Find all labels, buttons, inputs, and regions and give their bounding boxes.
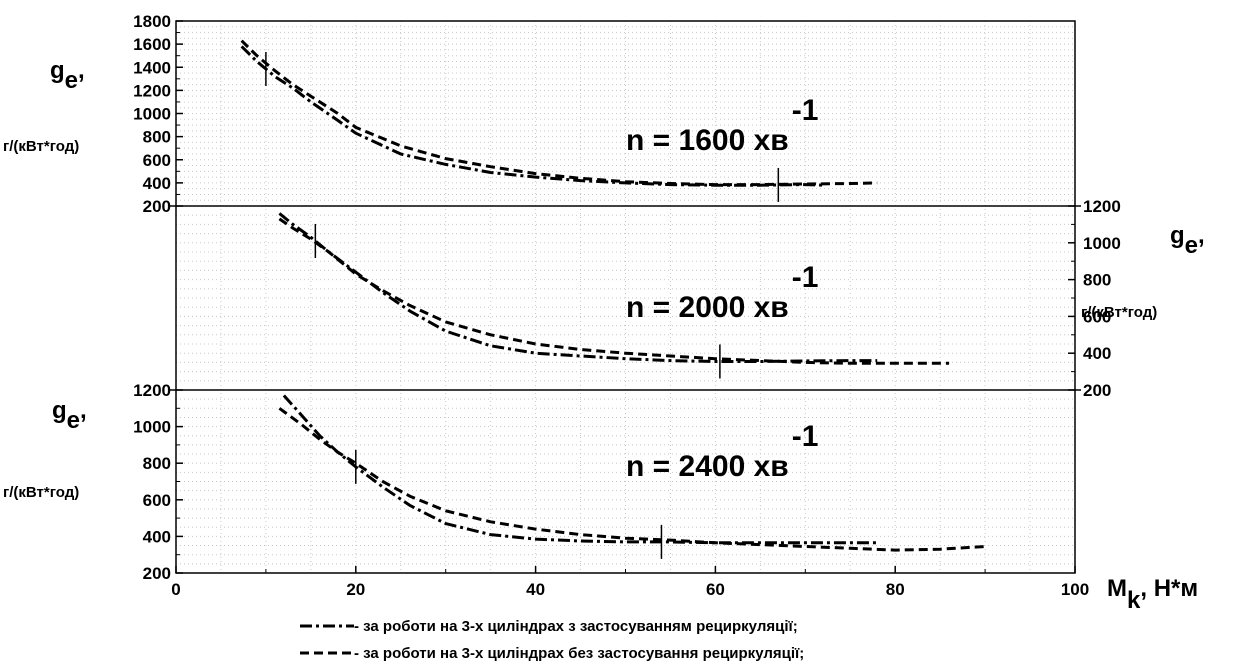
y-tick-label: 1000 xyxy=(1083,234,1121,253)
y-tick-label: 600 xyxy=(143,151,171,170)
x-tick-label: 40 xyxy=(526,580,545,599)
y-axis-label-sub: e xyxy=(67,407,80,434)
y-tick-label: 1600 xyxy=(133,35,171,54)
y-tick-label: 200 xyxy=(143,197,171,216)
y-axis-label-suffix: , xyxy=(80,397,87,424)
y-tick-label: 1000 xyxy=(133,105,171,124)
speed-annotation-text: n = 2400 хв xyxy=(626,450,789,483)
y-tick-label: 400 xyxy=(1083,344,1111,363)
speed-annotation-sup: -1 xyxy=(792,420,819,453)
x-tick-label: 0 xyxy=(171,580,180,599)
x-axis-label: Mk, Н*м xyxy=(1107,575,1198,614)
x-tick-label: 80 xyxy=(886,580,905,599)
y-tick-label: 1200 xyxy=(133,81,171,100)
x-axis-label-suffix: , Н*м xyxy=(1140,575,1198,602)
y-axis-unit: г/(кВт*год) xyxy=(1081,304,1157,321)
y-tick-label: 800 xyxy=(1083,271,1111,290)
legend-layer: - за роботи на 3-х циліндрах з застосува… xyxy=(300,618,804,662)
series-layer xyxy=(240,39,986,559)
y-tick-label: 1400 xyxy=(133,58,171,77)
y-tick-label: 1200 xyxy=(1083,197,1121,216)
x-tick-label: 60 xyxy=(706,580,725,599)
y-axis-label-main: g xyxy=(50,57,65,84)
speed-annotation: n = 2000 хв-1 xyxy=(626,261,818,324)
text-layer: 20040060080010001200140016001800ge,г/(кВ… xyxy=(3,12,1205,614)
y-tick-label: 400 xyxy=(143,527,171,546)
speed-annotation-sup: -1 xyxy=(792,261,819,294)
y-tick-label: 600 xyxy=(1083,307,1111,326)
speed-annotation-text: n = 2000 хв xyxy=(626,291,789,324)
y-tick-label: 1800 xyxy=(133,12,171,31)
speed-annotation-text: n = 1600 хв xyxy=(626,124,789,157)
x-axis-label-sub: k xyxy=(1127,587,1141,614)
series-line-dashed xyxy=(278,407,986,552)
y-tick-label: 1200 xyxy=(133,381,171,400)
y-tick-label: 1000 xyxy=(133,418,171,437)
y-axis-unit: г/(кВт*год) xyxy=(3,484,79,501)
x-tick-label: 20 xyxy=(346,580,365,599)
grid-layer xyxy=(176,21,1075,573)
y-axis-label-suffix: , xyxy=(78,57,85,84)
y-axis-label-sub: e xyxy=(1185,232,1198,259)
y-tick-label: 800 xyxy=(143,128,171,147)
y-axis-unit: г/(кВт*год) xyxy=(3,138,79,155)
x-tick-label: 100 xyxy=(1061,580,1089,599)
y-axis-label: ge, xyxy=(1170,222,1205,259)
y-tick-label: 400 xyxy=(143,174,171,193)
legend-text: - за роботи на 3-х циліндрах без застосу… xyxy=(354,645,804,662)
y-axis-label-sub: e xyxy=(65,67,78,94)
legend-text: - за роботи на 3-х циліндрах з застосува… xyxy=(354,618,798,635)
y-tick-label: 800 xyxy=(143,454,171,473)
y-axis-label-main: g xyxy=(52,397,67,424)
series-line-dashed xyxy=(278,217,950,365)
speed-annotation: n = 1600 хв-1 xyxy=(626,94,818,157)
frame-layer xyxy=(170,20,1081,574)
series-line-dash-dot xyxy=(240,45,824,187)
series-line-dash-dot xyxy=(278,212,878,363)
y-axis-label-suffix: , xyxy=(1198,222,1205,249)
series-line-dash-dot xyxy=(282,394,878,545)
speed-annotation-sup: -1 xyxy=(792,94,819,127)
series-line-dashed xyxy=(240,39,878,187)
speed-annotation: n = 2400 хв-1 xyxy=(626,420,818,483)
y-tick-label: 200 xyxy=(143,564,171,583)
x-axis-label-main: M xyxy=(1107,575,1127,602)
y-axis-label-main: g xyxy=(1170,222,1185,249)
y-axis-label: ge, xyxy=(52,397,87,434)
y-tick-label: 600 xyxy=(143,491,171,510)
y-tick-label: 200 xyxy=(1083,381,1111,400)
y-axis-label: ge, xyxy=(50,57,85,94)
